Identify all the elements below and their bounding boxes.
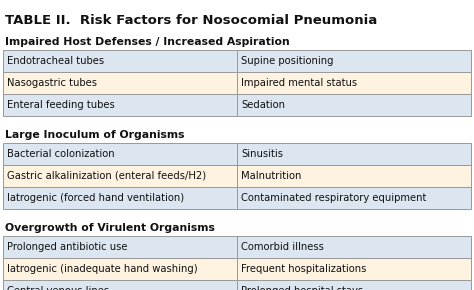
Bar — [3, 236, 237, 258]
Bar — [3, 94, 237, 116]
Text: Prolonged antibiotic use: Prolonged antibiotic use — [7, 242, 128, 252]
Bar — [3, 143, 237, 165]
Bar — [237, 143, 471, 165]
Bar — [237, 72, 471, 94]
Text: Iatrogenic (inadequate hand washing): Iatrogenic (inadequate hand washing) — [7, 264, 198, 274]
Text: Comorbid illness: Comorbid illness — [241, 242, 324, 252]
Text: Contaminated respiratory equipment: Contaminated respiratory equipment — [241, 193, 427, 203]
Bar — [3, 187, 237, 209]
Text: Overgrowth of Virulent Organisms: Overgrowth of Virulent Organisms — [5, 223, 215, 233]
Bar — [237, 187, 471, 209]
Text: Large Inoculum of Organisms: Large Inoculum of Organisms — [5, 130, 184, 140]
Text: Frequent hospitalizations: Frequent hospitalizations — [241, 264, 366, 274]
Text: Endotracheal tubes: Endotracheal tubes — [7, 56, 104, 66]
Text: Sinusitis: Sinusitis — [241, 149, 283, 159]
Text: Enteral feeding tubes: Enteral feeding tubes — [7, 100, 115, 110]
Text: Iatrogenic (forced hand ventilation): Iatrogenic (forced hand ventilation) — [7, 193, 184, 203]
Text: TABLE II.  Risk Factors for Nosocomial Pneumonia: TABLE II. Risk Factors for Nosocomial Pn… — [5, 14, 377, 27]
Bar — [3, 72, 237, 94]
Text: Impaired Host Defenses / Increased Aspiration: Impaired Host Defenses / Increased Aspir… — [5, 37, 290, 47]
Bar — [237, 280, 471, 290]
Bar — [237, 94, 471, 116]
Bar — [3, 280, 237, 290]
Bar — [3, 165, 237, 187]
Text: Sedation: Sedation — [241, 100, 285, 110]
Text: Central venous lines: Central venous lines — [7, 286, 109, 290]
Bar — [3, 258, 237, 280]
Text: Nasogastric tubes: Nasogastric tubes — [7, 78, 97, 88]
Bar — [237, 50, 471, 72]
Text: Gastric alkalinization (enteral feeds/H2): Gastric alkalinization (enteral feeds/H2… — [7, 171, 206, 181]
Text: Prolonged hospital stays: Prolonged hospital stays — [241, 286, 363, 290]
Bar — [237, 236, 471, 258]
Text: Bacterial colonization: Bacterial colonization — [7, 149, 115, 159]
Text: Malnutrition: Malnutrition — [241, 171, 301, 181]
Text: Supine positioning: Supine positioning — [241, 56, 334, 66]
Bar — [237, 258, 471, 280]
Bar — [237, 165, 471, 187]
Bar — [3, 50, 237, 72]
Text: Impaired mental status: Impaired mental status — [241, 78, 357, 88]
